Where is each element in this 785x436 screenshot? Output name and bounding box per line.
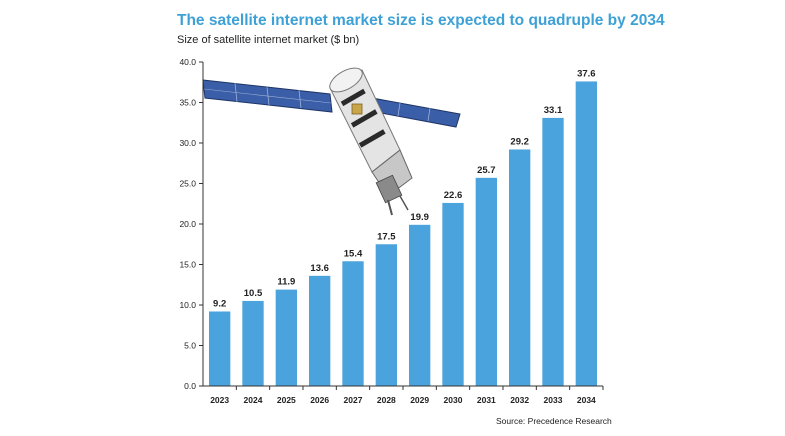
data-label: 10.5 — [244, 288, 263, 299]
data-label: 11.9 — [277, 277, 295, 288]
bar — [575, 81, 597, 386]
y-tick-label: 20.0 — [179, 219, 196, 229]
data-label: 29.2 — [510, 136, 529, 147]
x-tick-label: 2025 — [277, 395, 296, 405]
data-label: 9.2 — [213, 298, 226, 309]
bar — [309, 275, 331, 386]
data-label: 15.4 — [344, 248, 363, 259]
satellite-illustration — [202, 67, 461, 216]
x-tick-label: 2023 — [210, 395, 229, 405]
bar — [409, 224, 431, 386]
x-tick-label: 2024 — [244, 395, 263, 405]
y-tick-label: 40.0 — [179, 57, 196, 67]
y-tick-label: 25.0 — [179, 179, 196, 189]
y-tick-label: 10.0 — [179, 300, 196, 310]
bar — [542, 117, 564, 386]
y-tick-label: 5.0 — [184, 341, 196, 351]
bar — [475, 177, 497, 386]
bar — [209, 311, 231, 386]
x-axis: 2023 2024 2025 2026 2027 2028 2029 2030 2031 2032… — [203, 385, 604, 405]
data-label: 19.9 — [410, 212, 429, 223]
y-tick-label: 15.0 — [179, 260, 196, 270]
x-tick-label: 2031 — [477, 395, 496, 405]
bar — [242, 300, 264, 386]
data-label: 22.6 — [444, 190, 463, 201]
data-label: 13.6 — [310, 263, 329, 274]
chart-subtitle: Size of satellite internet market ($ bn) — [177, 34, 360, 46]
x-tick-label: 2027 — [344, 395, 363, 405]
x-tick-label: 2026 — [310, 395, 329, 405]
bar — [375, 244, 397, 386]
bar — [442, 202, 464, 386]
bar — [275, 289, 297, 386]
data-label: 37.6 — [577, 68, 596, 79]
x-tick-label: 2029 — [410, 395, 429, 405]
data-label: 25.7 — [477, 165, 496, 176]
y-tick-label: 30.0 — [179, 138, 196, 148]
data-label: 33.1 — [544, 105, 563, 116]
y-tick-label: 0.0 — [184, 381, 196, 391]
bar — [342, 261, 364, 386]
chart-title: The satellite internet market size is ex… — [177, 12, 665, 29]
data-label: 17.5 — [377, 231, 396, 242]
x-tick-label: 2033 — [544, 395, 563, 405]
x-tick-label: 2034 — [577, 395, 596, 405]
bar — [509, 149, 531, 386]
x-tick-label: 2030 — [444, 395, 463, 405]
source-note: Source: Precedence Research — [496, 416, 612, 426]
bars-group: 9.2 10.5 11.9 13.6 15.4 17.5 19.9 22.6 25.7 29.2 3… — [209, 68, 597, 386]
x-tick-label: 2028 — [377, 395, 396, 405]
y-tick-label: 35.0 — [179, 98, 196, 108]
y-axis: 0.0 5.0 10.0 15.0 20.0 25.0 30.0 35.0 40.0 — [179, 57, 204, 391]
x-tick-label: 2032 — [510, 395, 529, 405]
